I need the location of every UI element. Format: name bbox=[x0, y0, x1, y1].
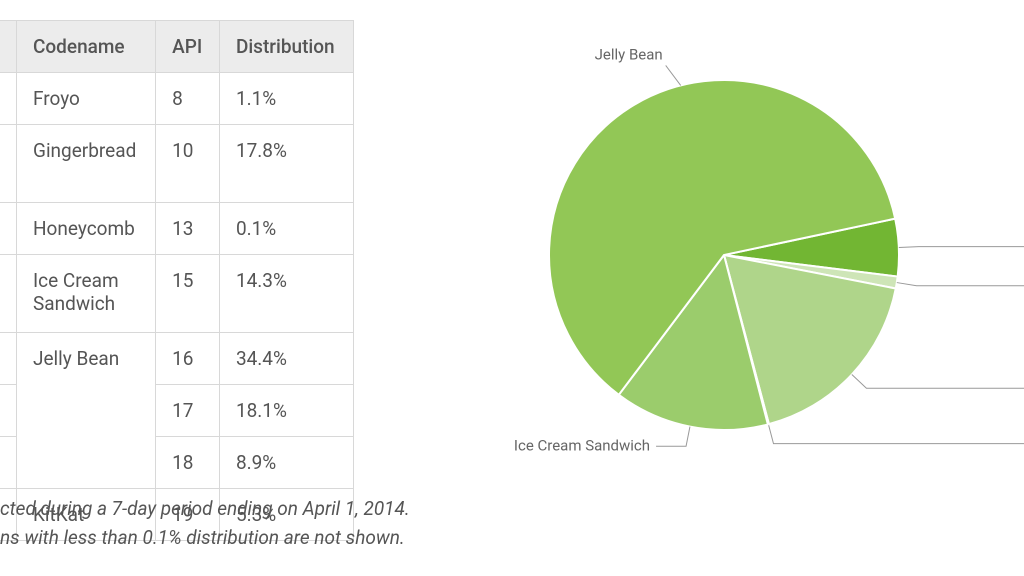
row-stub bbox=[0, 73, 17, 125]
cell-api: 15 bbox=[156, 255, 220, 333]
table-row: Froyo81.1% bbox=[0, 73, 354, 125]
cell-codename: Honeycomb bbox=[17, 203, 156, 255]
cell-codename: Froyo bbox=[17, 73, 156, 125]
cell-distribution: 0.1% bbox=[219, 203, 353, 255]
cell-api: 10 bbox=[156, 125, 220, 203]
cell-api: 8 bbox=[156, 73, 220, 125]
cell-api: 18 bbox=[156, 437, 220, 489]
footnote-line1: cted during a 7-day period ending on Apr… bbox=[0, 497, 410, 520]
distribution-table-wrap: Codename API Distribution Froyo81.1%Ging… bbox=[0, 0, 354, 541]
cell-api: 17 bbox=[156, 385, 220, 437]
footnote-line2: ns with less than 0.1% distribution are … bbox=[0, 526, 405, 549]
pie-label: Ice Cream Sandwich bbox=[514, 436, 650, 454]
pie-chart-wrap: KiFrGiHoIce Cream SandwichJelly Bean bbox=[354, 0, 1024, 541]
col-codename: Codename bbox=[17, 21, 156, 73]
col-distribution: Distribution bbox=[219, 21, 353, 73]
distribution-table: Codename API Distribution Froyo81.1%Ging… bbox=[0, 20, 354, 541]
cell-api: 16 bbox=[156, 333, 220, 385]
row-stub bbox=[0, 125, 17, 203]
pie-chart: KiFrGiHoIce Cream SandwichJelly Bean bbox=[424, 40, 1024, 500]
row-stub bbox=[0, 255, 17, 333]
cell-distribution: 1.1% bbox=[219, 73, 353, 125]
row-stub bbox=[0, 385, 17, 437]
col-stub bbox=[0, 21, 17, 73]
cell-distribution: 8.9% bbox=[219, 437, 353, 489]
table-row: Honeycomb130.1% bbox=[0, 203, 354, 255]
pie-label: Jelly Bean bbox=[595, 45, 663, 63]
cell-codename: Gingerbread bbox=[17, 125, 156, 203]
cell-api: 13 bbox=[156, 203, 220, 255]
cell-codename: Ice Cream Sandwich bbox=[17, 255, 156, 333]
table-row: Ice Cream Sandwich1514.3% bbox=[0, 255, 354, 333]
cell-distribution: 18.1% bbox=[219, 385, 353, 437]
row-stub bbox=[0, 437, 17, 489]
cell-distribution: 14.3% bbox=[219, 255, 353, 333]
table-row: Jelly Bean1634.4% bbox=[0, 333, 354, 385]
row-stub bbox=[0, 203, 17, 255]
table-row: Gingerbread1017.8% bbox=[0, 125, 354, 203]
cell-distribution: 34.4% bbox=[219, 333, 353, 385]
row-stub bbox=[0, 333, 17, 385]
footnote: cted during a 7-day period ending on Apr… bbox=[0, 495, 410, 552]
cell-distribution: 17.8% bbox=[219, 125, 353, 203]
cell-codename: Jelly Bean bbox=[17, 333, 156, 489]
col-api: API bbox=[156, 21, 220, 73]
